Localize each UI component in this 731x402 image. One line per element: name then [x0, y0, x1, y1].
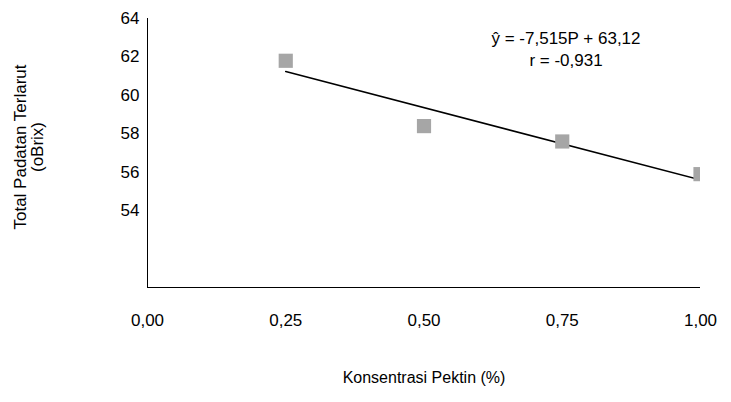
svg-text:Total Padatan Terlarut(oBrix): Total Padatan Terlarut(oBrix): [11, 64, 47, 229]
svg-text:60: 60: [121, 86, 140, 105]
svg-text:0,75: 0,75: [546, 311, 579, 330]
svg-text:58: 58: [121, 124, 140, 143]
svg-text:64: 64: [121, 9, 140, 28]
svg-text:ŷ = -7,515P + 63,12r = -0,931: ŷ = -7,515P + 63,12r = -0,931: [491, 29, 640, 70]
svg-text:56: 56: [121, 163, 140, 182]
svg-text:54: 54: [121, 201, 140, 220]
svg-text:0,00: 0,00: [131, 311, 164, 330]
svg-text:1,00: 1,00: [684, 311, 717, 330]
svg-text:Konsentrasi Pektin (%): Konsentrasi Pektin (%): [343, 369, 506, 386]
svg-text:62: 62: [121, 47, 140, 66]
svg-text:0,50: 0,50: [407, 311, 440, 330]
svg-text:0,25: 0,25: [269, 311, 302, 330]
